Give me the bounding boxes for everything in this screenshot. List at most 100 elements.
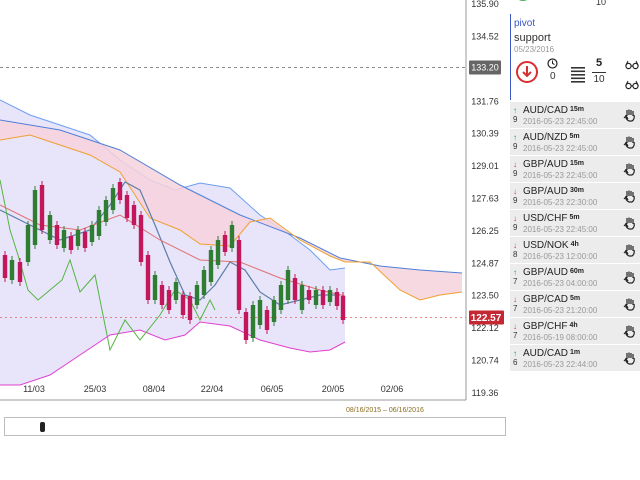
signal-pair: AUD/NZD 5m — [523, 132, 580, 143]
price-tick-label: 131.76 — [471, 96, 499, 106]
price-tick-label: 120.74 — [471, 356, 499, 366]
kumo-cloud — [0, 120, 462, 300]
kumo-bottom-line — [0, 134, 463, 301]
signal-item[interactable]: ↓ 9 USD/CHF 5m 2016-05-23 22:45:00 — [510, 210, 640, 236]
up-arrow-icon: ↑ — [513, 349, 517, 358]
candle — [89, 225, 95, 242]
candle — [47, 215, 53, 240]
signal-item[interactable]: ↓ 8 USD/NOK 4h 2016-05-23 12:00:00 — [510, 237, 640, 263]
hand-pointer-icon[interactable] — [623, 162, 637, 176]
signal-item[interactable]: ↑ 6 AUD/CAD 1m 2016-05-23 22:44:00 — [510, 345, 640, 371]
hand-pointer-icon[interactable] — [623, 243, 637, 257]
signal-pair: GBP/AUD 60m — [523, 267, 584, 278]
kijun-line — [0, 204, 346, 297]
pivot-type: support — [514, 32, 551, 44]
glasses-icon[interactable] — [625, 80, 639, 90]
signal-score: 7 — [513, 331, 518, 340]
signal-timeframe: 15m — [570, 106, 585, 113]
scroller-handle[interactable] — [40, 422, 45, 432]
price-tick-label: 122.12 — [471, 323, 499, 333]
price-tick-label: 134.52 — [471, 31, 499, 41]
signal-time: 2016-05-19 08:00:00 — [523, 333, 598, 342]
signal-item[interactable]: ↓ 9 GBP/AUD 30m 2016-05-23 22:30:00 — [510, 183, 640, 209]
candle — [25, 225, 31, 262]
pivot-date: 05/23/2016 — [514, 45, 555, 54]
candle — [285, 270, 291, 300]
candle — [208, 250, 214, 282]
candle — [82, 232, 88, 248]
candle — [340, 296, 346, 320]
dashed-level-label: 133.20 — [471, 63, 499, 73]
clock-value: 0 — [550, 71, 556, 82]
up-arrow-icon: ↑ — [513, 133, 517, 142]
hand-pointer-icon[interactable] — [623, 108, 637, 122]
signal-pair-label: USD/CHF — [523, 213, 568, 224]
glasses-icon[interactable] — [625, 60, 639, 70]
score-divider — [592, 72, 606, 73]
hand-pointer-icon[interactable] — [623, 270, 637, 284]
hand-pointer-icon[interactable] — [623, 189, 637, 203]
candle — [61, 230, 67, 248]
signal-timeframe: 30m — [570, 187, 585, 194]
signal-pair-label: USD/NOK — [523, 240, 569, 251]
up-arrow-icon: ↑ — [513, 106, 517, 115]
candle — [54, 225, 60, 245]
candle — [159, 285, 165, 305]
candle — [292, 278, 298, 300]
signal-score: 9 — [513, 169, 518, 178]
pivot-title: pivot — [514, 18, 536, 29]
down-arrow-icon: ↓ — [513, 241, 517, 250]
date-tick-label: 20/05 — [322, 384, 345, 394]
candle — [243, 312, 249, 340]
candle — [327, 290, 333, 302]
price-chart[interactable]: 135.90 134.52 133.20 131.76 130.39 129.01 127.… — [0, 0, 510, 410]
signal-item[interactable]: ↓ 9 GBP/AUD 15m 2016-05-23 22:45:00 — [510, 156, 640, 182]
candle — [110, 188, 116, 210]
current-price-badge — [469, 310, 504, 325]
candle — [152, 275, 158, 300]
timeline-scroller[interactable] — [4, 417, 506, 436]
signal-item[interactable]: ↑ 9 AUD/NZD 5m 2016-05-23 22:45:00 — [510, 129, 640, 155]
signal-score: 7 — [513, 277, 518, 286]
signal-pair: USD/NOK 4h — [523, 240, 579, 251]
partial-top-icon — [518, 0, 528, 1]
hand-pointer-icon[interactable] — [623, 216, 637, 230]
signal-item[interactable]: ↑ 9 AUD/CAD 15m 2016-05-23 22:45:00 — [510, 102, 640, 128]
signal-timeframe: 5m — [570, 295, 581, 302]
signal-item[interactable]: ↓ 7 GBP/CHF 4h 2016-05-19 08:00:00 — [510, 318, 640, 344]
signal-pair: USD/CHF 5m — [523, 213, 580, 224]
candle — [2, 255, 8, 278]
price-tick-label: 135.90 — [471, 0, 499, 9]
signal-timeframe: 5m — [569, 133, 580, 140]
signal-score: 9 — [513, 142, 518, 151]
current-price-label: 122.57 — [471, 313, 502, 324]
price-tick-label: 124.87 — [471, 258, 499, 268]
signal-pair: AUD/CAD 15m — [523, 105, 584, 116]
hand-pointer-icon[interactable] — [623, 135, 637, 149]
date-tick-label: 08/04 — [143, 384, 166, 394]
candle — [96, 210, 102, 236]
candle — [257, 300, 263, 325]
hand-pointer-icon[interactable] — [623, 324, 637, 338]
signal-list: ↑ 9 AUD/CAD 15m 2016-05-23 22:45:00 ↑ 9 AUD/NZD… — [510, 102, 640, 372]
signal-pair-label: GBP/AUD — [523, 159, 569, 170]
signal-timeframe: 60m — [570, 268, 585, 275]
candle — [320, 290, 326, 305]
signal-pair: GBP/CHF 4h — [523, 321, 578, 332]
candle — [306, 290, 312, 300]
signal-item[interactable]: ↑ 7 GBP/AUD 60m 2016-05-23 04:00:00 — [510, 264, 640, 290]
candle — [194, 285, 200, 305]
kumo-top-line — [0, 119, 463, 274]
score-denominator: 10 — [593, 74, 605, 85]
candle — [9, 260, 15, 280]
signal-item[interactable]: ↓ 7 GBP/CAD 5m 2016-05-23 21:20:00 — [510, 291, 640, 317]
hand-pointer-icon[interactable] — [623, 297, 637, 311]
chart-area[interactable]: 135.90 134.52 133.20 131.76 130.39 129.01 127.… — [0, 0, 510, 410]
signal-timeframe: 5m — [569, 214, 580, 221]
candle — [17, 262, 23, 282]
signal-pair: AUD/CAD 1m — [523, 348, 580, 359]
candle — [131, 205, 137, 225]
signal-pair: GBP/CAD 5m — [523, 294, 580, 305]
hand-pointer-icon[interactable] — [623, 351, 637, 365]
pivot-card[interactable]: pivot support 05/23/2016 0 5 10 — [510, 14, 640, 100]
